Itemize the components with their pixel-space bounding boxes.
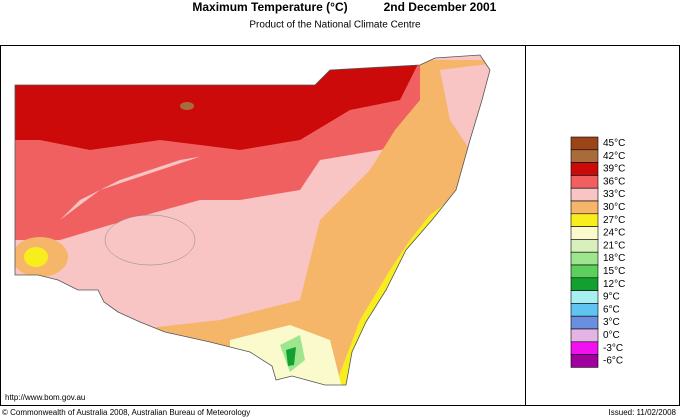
legend-swatch — [570, 200, 599, 215]
legend-swatch — [570, 341, 599, 355]
legend-label: -6°C — [603, 356, 623, 367]
legend-swatch — [570, 328, 599, 343]
legend-label: 42°C — [603, 151, 625, 162]
legend-label: 0°C — [603, 330, 620, 341]
issued-date: Issued: 11/02/2008 — [609, 408, 677, 417]
temperature-map — [15, 55, 490, 385]
legend-swatch — [570, 213, 599, 227]
legend-label: 21°C — [603, 240, 625, 251]
legend-swatch — [570, 251, 599, 266]
legend-label: 27°C — [603, 215, 625, 226]
legend-label: 12°C — [603, 279, 625, 290]
source-url: http://www.bom.gov.au — [5, 393, 85, 402]
legend-label: 9°C — [603, 292, 620, 303]
legend-label: 24°C — [603, 228, 625, 239]
legend-label: 33°C — [603, 189, 625, 200]
map-subtitle: Product of the National Climate Centre — [249, 20, 421, 31]
legend-swatch — [570, 175, 599, 189]
legend-label: -3°C — [603, 343, 623, 354]
legend-label: 3°C — [603, 317, 620, 328]
legend-swatch — [570, 315, 599, 330]
legend-swatch — [570, 226, 599, 240]
legend-swatch — [570, 290, 599, 304]
legend-swatch — [570, 264, 599, 279]
map-title: Maximum Temperature (°C) — [192, 0, 347, 14]
legend-swatch — [570, 162, 599, 176]
legend-swatch — [570, 239, 599, 253]
legend-label: 45°C — [603, 138, 625, 149]
legend-swatch — [570, 149, 599, 163]
state-outline — [14, 54, 491, 386]
legend: 45°C 42°C 39°C36°C 33°C 30°C 27°C 24°C21°C 18°C… — [570, 136, 625, 368]
legend-swatch — [570, 303, 599, 317]
legend-label: 39°C — [603, 164, 625, 175]
legend-label: 18°C — [603, 253, 625, 264]
copyright: © Commonwealth of Australia 2008, Austra… — [2, 408, 250, 417]
legend-swatch — [570, 277, 599, 291]
legend-swatch — [570, 187, 599, 202]
legend-label: 30°C — [603, 202, 625, 213]
map-date: 2nd December 2001 — [384, 0, 497, 14]
legend-label: 6°C — [603, 304, 620, 315]
legend-label: 36°C — [603, 176, 625, 187]
legend-swatch — [570, 136, 599, 151]
legend-label: 15°C — [603, 266, 625, 277]
legend-swatch — [570, 354, 599, 368]
